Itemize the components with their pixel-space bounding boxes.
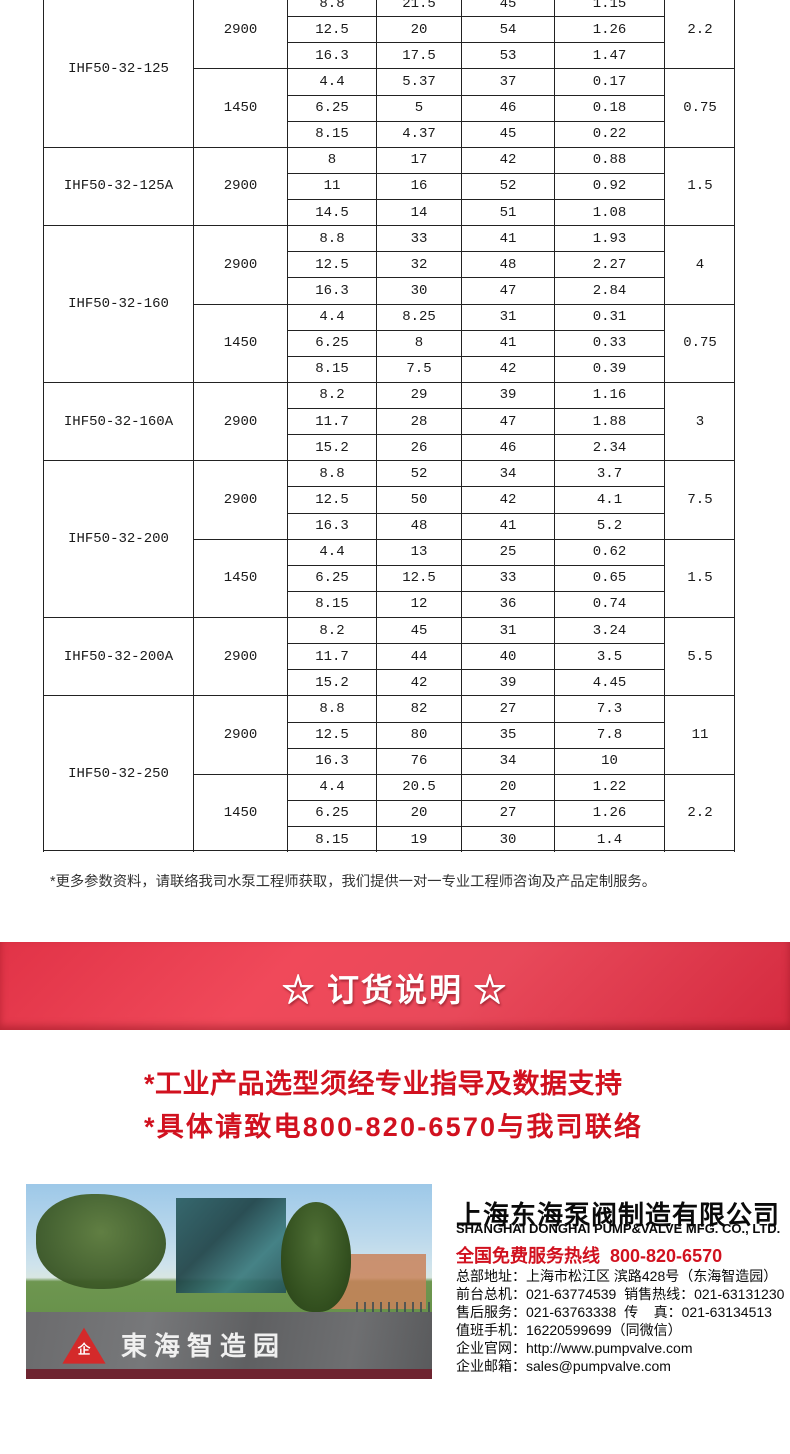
svg-text:企: 企 bbox=[77, 1342, 91, 1357]
